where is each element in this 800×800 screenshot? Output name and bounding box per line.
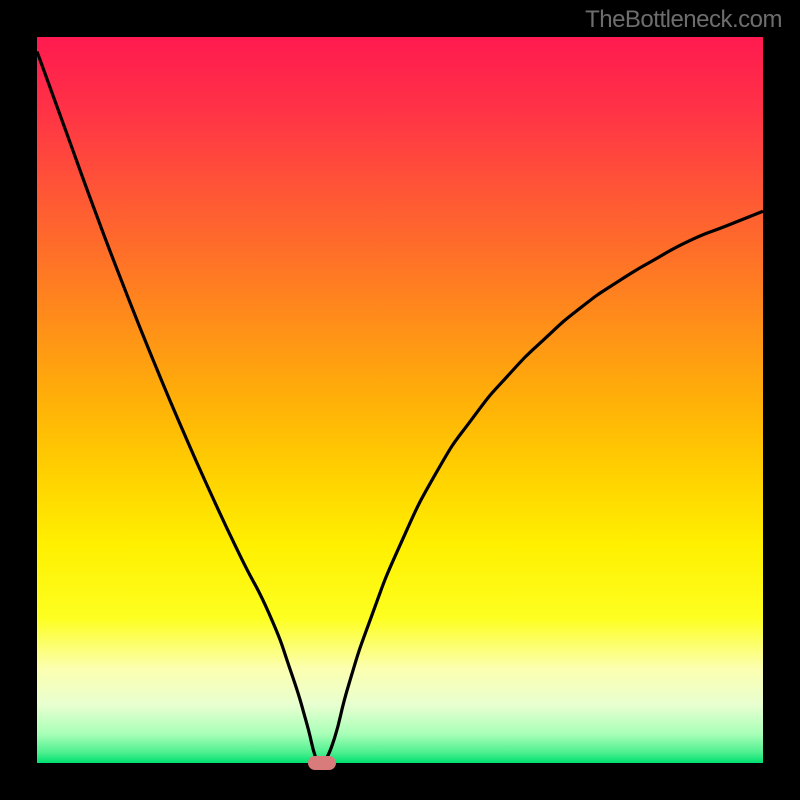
minimum-marker [308, 756, 336, 770]
plot-area [37, 37, 763, 763]
chart-frame: TheBottleneck.com [0, 0, 800, 800]
bottleneck-curve [37, 37, 763, 763]
watermark-text: TheBottleneck.com [585, 6, 782, 34]
